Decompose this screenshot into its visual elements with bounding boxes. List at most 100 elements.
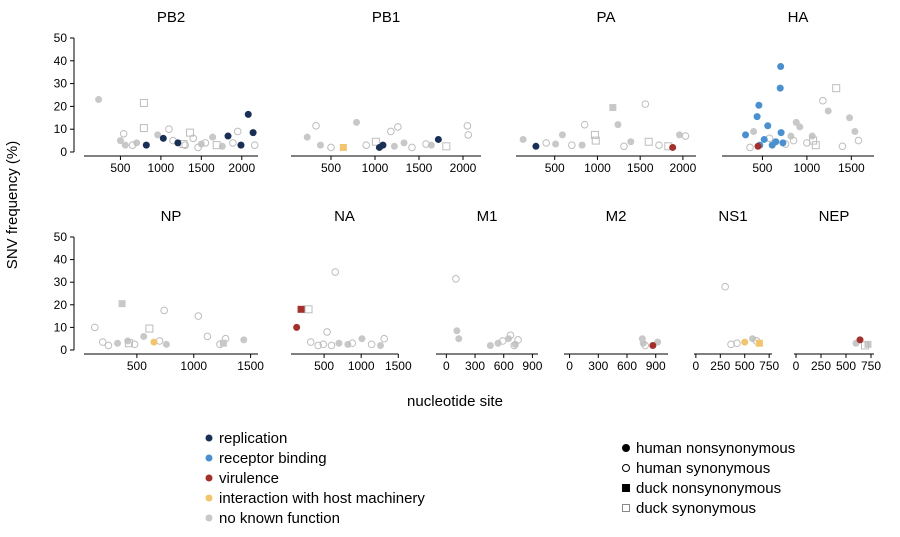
data-point-no-function-human-nonsyn [162, 340, 170, 348]
legend-label: receptor binding [219, 450, 327, 467]
data-point-no-function-human-syn [104, 341, 113, 350]
x-tick-label: 500 [127, 359, 147, 373]
data-point-no-function-human-syn [580, 120, 589, 129]
x-tick-label: 900 [646, 359, 666, 373]
x-tick-label: 0 [566, 359, 573, 373]
data-point-no-function-human-syn [568, 141, 576, 149]
x-tick-label: 2000 [228, 161, 255, 175]
data-point-no-function-human-nonsyn [390, 142, 398, 150]
x-tick-label: 2000 [450, 161, 477, 175]
data-point-no-function-human-syn [542, 139, 550, 147]
data-point-no-function-human-nonsyn [154, 131, 162, 139]
x-tick-label: 1500 [838, 161, 865, 175]
panel-title: NS1 [718, 208, 747, 225]
data-point-no-function-duck-syn [832, 84, 841, 93]
data-point-no-function-human-syn [119, 129, 128, 138]
panel-title: PA [597, 9, 616, 26]
data-point-replication-human-nonsyn [159, 134, 167, 142]
panel-pb1: PB1 500 1000 1500 2000 [291, 9, 481, 175]
data-point-no-function-human-nonsyn [140, 332, 148, 340]
data-point-no-function-human-nonsyn [116, 137, 124, 145]
data-point-no-function-human-nonsyn [750, 127, 758, 135]
legend-type: human nonsynonymous human synonymous duck … [622, 440, 795, 517]
y-axis-title: SNV frequency (%) [4, 141, 21, 269]
data-point-no-function-duck-syn [591, 136, 600, 145]
panel-title: HA [788, 9, 809, 26]
legend-label: no known function [219, 510, 340, 527]
data-point-no-function-human-nonsyn [627, 138, 635, 146]
data-point-replication-human-nonsyn [249, 129, 257, 137]
panel-title: M1 [477, 208, 498, 225]
x-tick-label: 600 [617, 359, 637, 373]
data-point-no-function-human-syn [408, 143, 416, 152]
legend-type-item: human synonymous [622, 460, 770, 477]
data-point-no-function-human-syn [323, 328, 331, 336]
data-point-replication-human-nonsyn [237, 141, 245, 149]
data-point-replication-human-nonsyn [142, 141, 150, 149]
x-tick-label: 250 [710, 359, 730, 373]
y-tick-label: 0 [60, 145, 67, 159]
data-point-no-function-duck-syn [811, 141, 820, 150]
y-tick-label: 0 [60, 343, 67, 357]
data-point-no-function-duck-nonsyn [219, 339, 227, 347]
data-point-no-function-human-nonsyn [209, 133, 217, 141]
y-tick-label: 30 [54, 77, 68, 91]
data-point-no-function-human-syn [314, 341, 322, 350]
legend-label: replication [219, 430, 287, 447]
legend-marker [622, 504, 630, 512]
x-tick-label: 300 [588, 359, 608, 373]
data-point-no-function-human-nonsyn [344, 340, 352, 348]
y-tick-label: 50 [54, 31, 68, 45]
data-point-no-function-human-nonsyn [303, 133, 311, 141]
data-point-no-function-human-syn [789, 136, 798, 145]
data-point-host-duck-nonsyn [755, 339, 763, 347]
data-point-receptor-human-nonsyn [764, 122, 772, 130]
data-point-no-function-human-nonsyn [400, 139, 408, 147]
data-point-no-function-duck-syn [442, 142, 451, 151]
x-axis-title: nucleotide site [407, 393, 503, 410]
legend-swatch [205, 514, 213, 522]
data-point-no-function-human-nonsyn [558, 131, 566, 139]
panel-ns1: NS1 0 250 500 750 [693, 208, 780, 373]
data-point-no-function-human-nonsyn [578, 141, 586, 149]
data-point-no-function-human-syn [194, 312, 203, 320]
data-point-no-function-human-syn [312, 121, 320, 130]
legend-label: virulence [219, 470, 279, 487]
data-point-no-function-duck-syn [212, 141, 221, 150]
legend-marker [622, 484, 630, 492]
data-point-receptor-human-nonsyn [753, 113, 761, 121]
data-point-no-function-human-syn [327, 143, 335, 152]
x-tick-label: 1000 [584, 161, 611, 175]
data-point-no-function-duck-syn [304, 305, 313, 314]
data-point-no-function-human-syn [641, 341, 649, 350]
panel-title: PB1 [372, 9, 400, 26]
data-point-no-function-human-nonsyn [486, 341, 494, 349]
y-tick-label: 20 [54, 99, 68, 113]
data-point-no-function-human-syn [452, 275, 460, 283]
data-point-no-function-human-syn [422, 140, 430, 148]
x-tick-label: 500 [314, 359, 334, 373]
panel-title: M2 [606, 208, 627, 225]
data-point-replication-human-nonsyn [434, 135, 442, 143]
data-point-no-function-duck-syn [124, 339, 133, 348]
x-tick-label: 0 [693, 359, 700, 373]
x-tick-label: 1500 [188, 161, 215, 175]
data-point-no-function-human-syn [733, 339, 741, 348]
data-point-no-function-human-syn [819, 96, 827, 105]
y-tick-label: 20 [54, 298, 68, 312]
data-point-receptor-human-nonsyn [777, 129, 785, 137]
x-tick-label: 300 [465, 359, 485, 373]
data-point-receptor-human-nonsyn [777, 63, 785, 70]
data-point-no-function-human-syn [721, 282, 729, 291]
data-point-receptor-human-nonsyn [779, 139, 787, 147]
data-point-no-function-human-nonsyn [335, 339, 343, 347]
legend-function-item: replication [205, 430, 287, 447]
panel-title: NA [334, 208, 355, 225]
data-point-no-function-human-syn [90, 323, 99, 332]
data-point-no-function-human-syn [250, 141, 259, 149]
data-point-host-human-nonsyn [150, 338, 158, 346]
data-point-replication-human-nonsyn [174, 139, 182, 147]
panel-m2: M2 0 300 600 900 [564, 208, 668, 373]
data-point-no-function-human-nonsyn [453, 327, 461, 335]
